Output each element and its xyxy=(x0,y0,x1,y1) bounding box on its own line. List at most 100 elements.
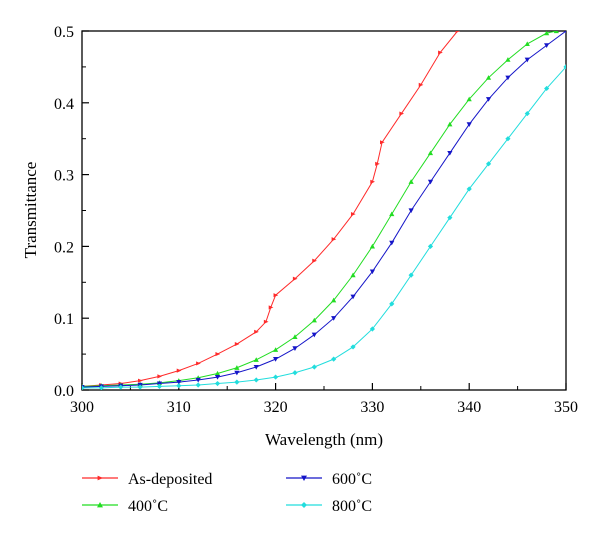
data-point xyxy=(312,258,317,263)
x-tick-label: 300 xyxy=(70,399,94,416)
series-line xyxy=(82,31,458,387)
legend-marker xyxy=(97,475,103,481)
data-point xyxy=(408,272,414,278)
data-point xyxy=(438,50,443,55)
x-axis-label: Wavelength (nm) xyxy=(265,430,383,449)
data-point xyxy=(485,75,492,80)
data-point xyxy=(254,329,259,334)
y-tick-label: 0.5 xyxy=(54,24,74,41)
y-tick-label: 0.1 xyxy=(54,311,74,328)
data-point xyxy=(350,294,356,300)
legend-marker xyxy=(301,475,307,481)
data-point xyxy=(138,378,143,383)
legend-label: 600˚C xyxy=(332,471,372,488)
data-point xyxy=(176,368,182,373)
data-point xyxy=(524,57,530,63)
data-point xyxy=(292,370,298,376)
data-point xyxy=(292,346,298,351)
data-point xyxy=(268,305,274,310)
series-line xyxy=(82,66,566,389)
legend-marker xyxy=(97,502,103,508)
series-line xyxy=(82,31,566,388)
data-point xyxy=(234,379,240,385)
x-axis-ticks: 300 310 320 330 340 350 xyxy=(70,383,578,416)
data-point xyxy=(350,212,356,217)
data-point xyxy=(427,179,434,185)
series-1 xyxy=(82,31,559,389)
data-point xyxy=(427,243,434,249)
data-point xyxy=(311,364,317,370)
x-tick-label: 320 xyxy=(264,399,288,416)
x-tick-label: 310 xyxy=(167,399,191,416)
data-point xyxy=(455,31,461,34)
data-point xyxy=(466,186,472,192)
data-point xyxy=(118,384,124,390)
data-point xyxy=(331,316,337,321)
plot-frame xyxy=(81,30,567,391)
data-point xyxy=(447,121,453,127)
data-point xyxy=(331,356,337,362)
data-point xyxy=(544,85,550,92)
data-point xyxy=(544,31,550,36)
legend-label: As-deposited xyxy=(128,471,212,488)
data-point xyxy=(292,334,298,339)
series-2 xyxy=(82,31,566,390)
data-point xyxy=(137,384,143,390)
legend-marker xyxy=(301,502,307,508)
data-point xyxy=(253,377,259,383)
data-point xyxy=(253,357,259,362)
y-axis-label: Transmittance xyxy=(21,162,40,259)
data-point xyxy=(485,161,492,167)
series-0 xyxy=(82,31,461,388)
data-point xyxy=(214,374,221,380)
legend-item: 800˚C xyxy=(286,498,372,515)
x-tick-label: 340 xyxy=(457,399,481,416)
x-tick-label: 350 xyxy=(554,399,578,416)
data-point xyxy=(380,140,385,145)
data-point xyxy=(505,57,511,62)
legend-label: 800˚C xyxy=(332,498,372,515)
data-point xyxy=(263,319,269,324)
data-point xyxy=(524,41,530,47)
data-point xyxy=(369,326,375,332)
data-point xyxy=(196,361,201,366)
data-point xyxy=(466,96,472,102)
data-point xyxy=(466,122,472,127)
data-point xyxy=(273,357,279,362)
data-point xyxy=(156,383,163,390)
y-tick-label: 0.0 xyxy=(54,383,74,400)
data-point xyxy=(82,385,85,390)
data-point xyxy=(311,317,317,323)
data-point xyxy=(427,150,434,156)
data-point xyxy=(273,293,279,298)
data-point xyxy=(156,381,163,387)
data-point xyxy=(350,344,356,350)
y-tick-label: 0.2 xyxy=(54,239,74,256)
data-point xyxy=(157,374,163,379)
data-point xyxy=(234,370,240,376)
data-point xyxy=(215,352,221,357)
data-point xyxy=(234,341,240,347)
data-point xyxy=(234,365,240,370)
data-point xyxy=(389,301,395,307)
data-point xyxy=(273,374,279,380)
data-point xyxy=(399,111,405,116)
legend-item: As-deposited xyxy=(82,471,212,488)
data-point xyxy=(447,215,453,221)
data-point xyxy=(505,136,511,142)
data-point xyxy=(408,208,414,214)
data-point xyxy=(195,382,201,388)
legend-item: 600˚C xyxy=(286,471,372,488)
data-point xyxy=(350,272,356,278)
data-point xyxy=(418,82,424,87)
x-tick-label: 330 xyxy=(360,399,384,416)
data-point xyxy=(195,377,201,383)
data-point xyxy=(292,276,298,281)
series-layer xyxy=(82,31,566,390)
data-point xyxy=(176,383,182,389)
legend-label: 400˚C xyxy=(128,498,168,515)
data-point xyxy=(553,31,559,34)
y-axis-ticks: 0.0 0.1 0.2 0.3 0.4 0.5 xyxy=(54,24,89,400)
data-point xyxy=(331,297,337,303)
